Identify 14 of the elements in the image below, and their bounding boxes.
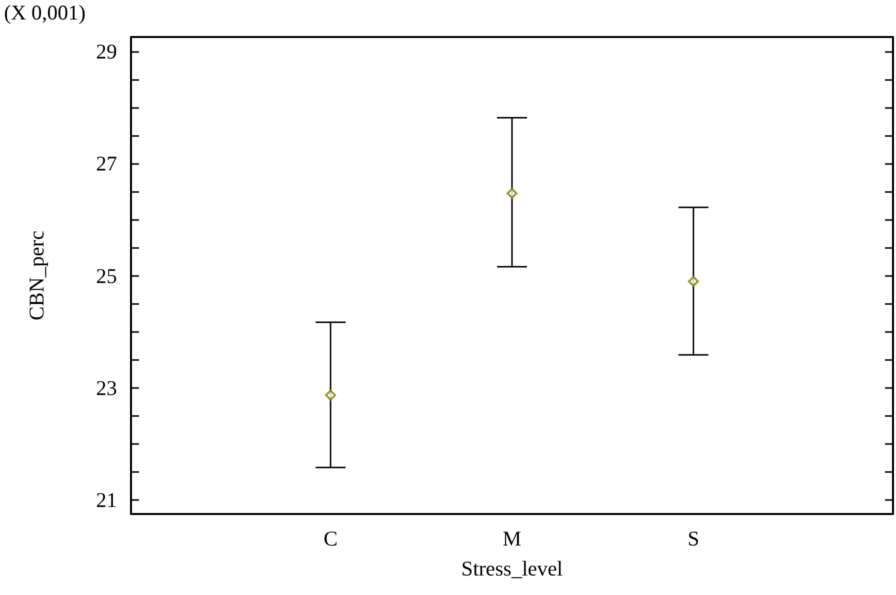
x-tick-label: C: [324, 526, 338, 550]
y-tick-label: 27: [96, 152, 117, 176]
y-tick-label: 29: [96, 40, 117, 64]
point: [688, 276, 699, 287]
point: [325, 390, 336, 401]
x-axis-title: Stress_level: [461, 556, 563, 580]
y-axis-title: CBN_perc: [24, 230, 48, 320]
point: [506, 188, 518, 199]
y-tick-label: 23: [96, 376, 117, 400]
y-tick-label: 21: [96, 488, 117, 512]
text: (X 0,001): [4, 0, 86, 24]
x-tick-label: S: [688, 526, 700, 550]
x-tick-label: M: [502, 526, 522, 550]
y-tick-label: 25: [96, 264, 117, 288]
